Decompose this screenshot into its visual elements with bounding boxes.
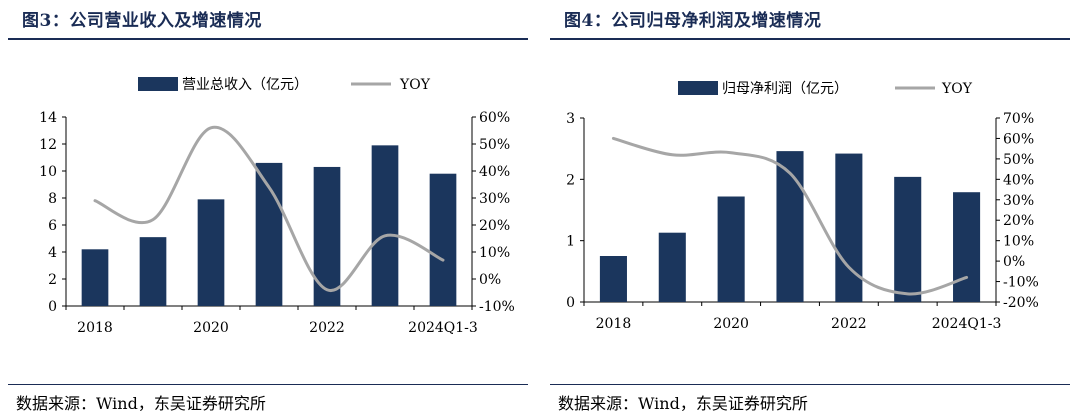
y-left-tick-label: 14 — [39, 110, 57, 126]
y-right-tick-label: 30% — [1003, 193, 1034, 209]
bar — [776, 151, 804, 302]
y-right-tick-label: 70% — [1003, 111, 1034, 127]
y-left-tick-label: 6 — [48, 218, 57, 234]
legend-label-bar: 营业总收入（亿元） — [182, 77, 308, 93]
y-left-tick-label: 0 — [48, 299, 57, 315]
y-left-tick-label: 8 — [48, 191, 57, 207]
y-right-tick-label: 30% — [479, 191, 510, 207]
y-right-tick-label: 10% — [479, 245, 510, 261]
bar — [255, 162, 283, 306]
yoy-line — [611, 136, 969, 296]
bar — [717, 196, 745, 302]
chart-title: 图4：公司归母净利润及增速情况 — [564, 11, 822, 31]
x-tick-label: 2024Q1-3 — [932, 316, 1002, 332]
bar — [429, 173, 457, 306]
x-tick-label: 2024Q1-3 — [408, 320, 478, 336]
source-note: 数据来源：Wind，东吴证券研究所 — [16, 394, 266, 413]
x-tick-label: 2018 — [596, 316, 632, 332]
y-left-tick-label: 2 — [48, 272, 57, 288]
x-tick-label: 2018 — [77, 320, 113, 336]
y-right-tick-label: -10% — [1003, 275, 1039, 291]
revenue-chart: 0 2 4 6 8 10 12 14 -10% 0% 10% 20% 30% 40% 50% 60% 2018 2… — [39, 77, 515, 336]
net-profit-chart: 0 1 2 3 -20% -10% 0% 10% 20% 30% 40% 50% 60% 70% 2018 2… — [566, 80, 1039, 332]
source-rule — [8, 384, 528, 385]
y-left-tick-label: 1 — [566, 234, 575, 250]
chart-title: 图3：公司营业收入及增速情况 — [22, 11, 262, 31]
y-right-tick-label: -10% — [479, 299, 515, 315]
source-rule — [550, 384, 1070, 385]
source-note: 数据来源：Wind，东吴证券研究所 — [558, 394, 808, 413]
y-right-tick-label: 40% — [1003, 172, 1034, 188]
bar — [81, 249, 109, 306]
bar — [197, 199, 225, 306]
y-left-tick-label: 2 — [566, 172, 575, 188]
y-right-tick-label: 60% — [1003, 131, 1034, 147]
y-left-tick-label: 10 — [39, 164, 57, 180]
y-right-tick-label: 40% — [479, 164, 510, 180]
y-left-tick-label: 12 — [39, 137, 57, 153]
x-tick-label: 2020 — [713, 316, 749, 332]
y-right-tick-label: 20% — [1003, 213, 1034, 229]
y-left-tick-label: 3 — [566, 111, 575, 127]
title-rule — [550, 38, 1070, 40]
bar — [835, 153, 863, 302]
bar — [371, 145, 399, 306]
legend-label-bar: 归母净利润（亿元） — [722, 80, 848, 97]
y-right-tick-label: 0% — [1003, 254, 1025, 270]
yoy-line — [93, 125, 445, 292]
legend-label-line: YOY — [399, 77, 431, 93]
y-right-tick-label: 50% — [1003, 152, 1034, 168]
bar — [894, 176, 922, 302]
bar — [313, 166, 341, 306]
y-left-tick-label: 4 — [48, 245, 57, 261]
bar — [139, 237, 167, 306]
y-right-tick-label: 50% — [479, 137, 510, 153]
legend-label-line: YOY — [941, 81, 973, 97]
y-left-tick-label: 0 — [566, 295, 575, 311]
y-right-tick-label: 0% — [479, 272, 501, 288]
y-right-tick-label: 10% — [1003, 234, 1034, 250]
y-right-tick-label: 20% — [479, 218, 510, 234]
revenue-panel: 图3：公司营业收入及增速情况 0 2 4 6 8 10 12 14 -10% 0% 10% 20% 30… — [8, 0, 528, 417]
legend-swatch-bar — [138, 77, 178, 91]
x-tick-label: 2022 — [309, 320, 345, 336]
y-right-tick-label: -20% — [1003, 295, 1039, 311]
title-rule — [8, 38, 528, 40]
x-tick-label: 2020 — [193, 320, 229, 336]
net-profit-panel: 图4：公司归母净利润及增速情况 0 1 2 3 -20% -10% 0% 10% 20% 30% 4… — [550, 0, 1070, 417]
bar — [953, 192, 981, 302]
x-tick-label: 2022 — [831, 316, 867, 332]
legend-swatch-bar — [678, 81, 718, 95]
bar — [599, 256, 627, 302]
bar — [658, 232, 686, 302]
y-right-tick-label: 60% — [479, 110, 510, 126]
